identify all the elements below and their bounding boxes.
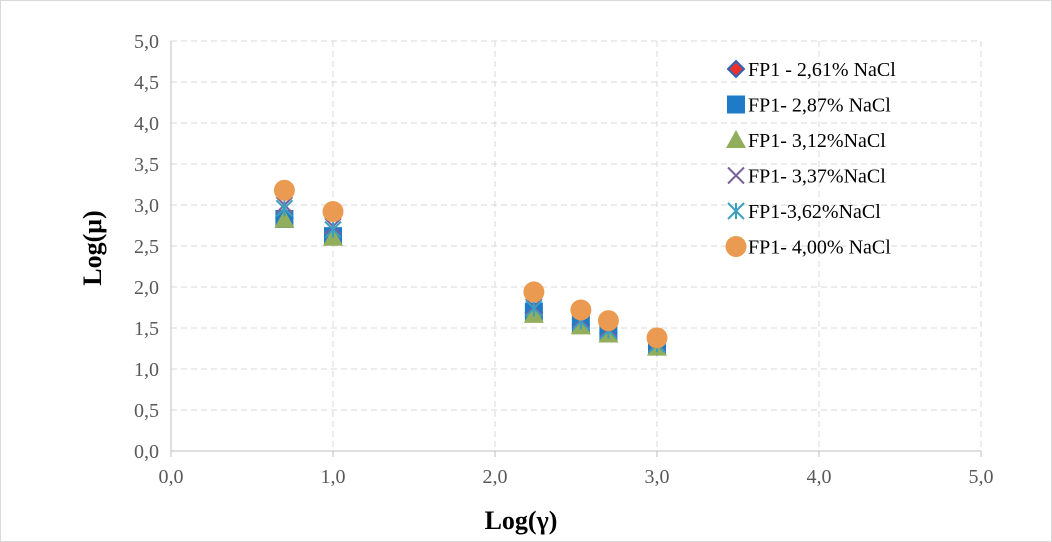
x-tick-label: 2,0 — [483, 466, 508, 488]
x-tick-label: 3,0 — [645, 466, 670, 488]
x-axis-title: Log(γ) — [485, 506, 558, 535]
y-tick-label: 3,0 — [134, 195, 159, 217]
gridlines — [171, 40, 982, 451]
legend-label-4: FP1- 3,37%NaCl — [748, 166, 886, 188]
data-point-series-5 — [324, 220, 342, 239]
y-tick-label: 0,5 — [134, 400, 159, 422]
y-tick-label: 2,5 — [134, 236, 159, 258]
x-tick-label: 5,0 — [969, 466, 994, 488]
y-tick-label: 3,5 — [134, 154, 159, 176]
legend-marker-2 — [727, 95, 745, 114]
y-tick-label: 4,5 — [134, 72, 159, 94]
legend-label-1: FP1 - 2,61% NaCl — [748, 59, 896, 81]
y-tick-label: 1,0 — [134, 359, 159, 381]
data-point-series-3 — [274, 209, 295, 228]
legend-marker-6 — [725, 236, 747, 257]
data-point-series-6 — [322, 201, 344, 223]
x-tick-label: 4,0 — [807, 466, 832, 488]
tick-labels: 0,0 0,5 1,0 1,5 2,0 2,5 3,0 3,5 4,0 4,5 5,0 0,0 1,0 2… — [134, 31, 994, 488]
y-tick-label: 5,0 — [134, 31, 159, 53]
x-tick-label: 1,0 — [321, 466, 346, 488]
data-point-series-6 — [273, 179, 295, 201]
y-tick-label: 2,0 — [134, 277, 159, 299]
legend-label-6: FP1- 4,00% NaCl — [748, 237, 891, 259]
legend-label-2: FP1- 2,87% NaCl — [748, 95, 891, 117]
y-tick-label: 0,0 — [134, 441, 159, 463]
y-tick-label: 1,5 — [134, 318, 159, 340]
legend-marker-4 — [727, 166, 745, 185]
data-point-series-6 — [646, 327, 668, 349]
legend-marker-1 — [726, 59, 746, 79]
legend-label-3: FP1- 3,12%NaCl — [748, 130, 886, 152]
data-point-series-6 — [523, 281, 545, 303]
data-point-series-5 — [275, 199, 294, 217]
y-tick-label: 4,0 — [134, 113, 159, 135]
legend-marker-5 — [727, 202, 745, 220]
data-points — [273, 179, 668, 357]
legend-label-5: FP1-3,62%NaCl — [748, 201, 881, 223]
y-axis-title: Log(μ) — [78, 210, 107, 285]
x-tick-label: 0,0 — [159, 466, 184, 488]
data-point-series-5 — [525, 299, 543, 318]
data-point-series-6 — [570, 299, 592, 321]
legend: FP1 - 2,61% NaCl FP1- 2,87% NaCl FP1- 3,12… — [725, 59, 896, 259]
legend-marker-3 — [726, 130, 746, 148]
data-point-series-6 — [597, 310, 619, 332]
axes — [170, 41, 982, 457]
